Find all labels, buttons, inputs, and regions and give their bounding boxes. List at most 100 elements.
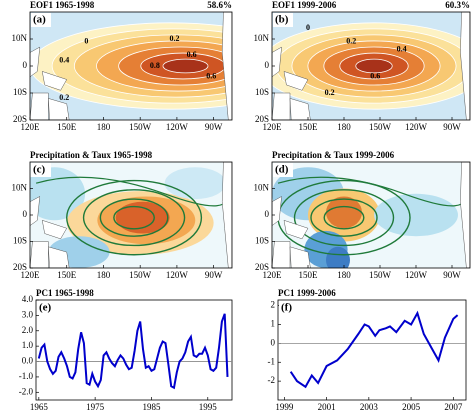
contour-label: 0.6 bbox=[206, 72, 216, 81]
x-tick-label: 1999 bbox=[275, 402, 294, 412]
land bbox=[272, 93, 290, 120]
y-tick-label: 0 bbox=[265, 60, 270, 70]
x-tick-label: 150E bbox=[57, 122, 77, 132]
y-tick-label: 0 bbox=[265, 209, 270, 219]
panel-label: (b) bbox=[275, 14, 289, 26]
panel-label: (d) bbox=[275, 164, 289, 176]
contour-label: 0.6 bbox=[187, 50, 197, 59]
panel-title: Precipitation & Taux 1965-1998 bbox=[30, 150, 153, 160]
x-tick-label: 2005 bbox=[402, 402, 421, 412]
y-tick-label: 4.0 bbox=[22, 294, 34, 304]
y-tick-label: 0 bbox=[23, 209, 28, 219]
x-tick-label: 150E bbox=[299, 122, 319, 132]
field bbox=[260, 12, 474, 120]
contour-label: 0.4 bbox=[397, 45, 407, 54]
y-tick-label: 20S bbox=[255, 114, 269, 124]
y-tick-label: 10N bbox=[254, 183, 270, 193]
contour-label: 0.6 bbox=[370, 72, 380, 81]
x-tick-label: 180 bbox=[97, 122, 111, 132]
y-tick-label: 10S bbox=[255, 87, 269, 97]
panel-title: PC1 1999-2006 bbox=[278, 288, 336, 298]
y-tick-label: 10N bbox=[12, 33, 28, 43]
y-tick-label: 2 bbox=[271, 300, 276, 310]
panel-label: (f) bbox=[281, 302, 292, 314]
contour-label: 0.4 bbox=[59, 55, 69, 64]
x-tick-label: 90W bbox=[443, 270, 461, 280]
field bbox=[272, 162, 470, 273]
y-tick-label: 10N bbox=[12, 183, 28, 193]
contour-label: 0.2 bbox=[325, 88, 335, 97]
y-tick-label: 0 bbox=[271, 337, 276, 347]
x-tick-label: 180 bbox=[337, 270, 351, 280]
y-tick-label: 2.0 bbox=[22, 325, 34, 335]
precip-blob bbox=[326, 196, 362, 228]
x-tick-label: 1985 bbox=[142, 402, 161, 412]
y-tick-label: 20S bbox=[255, 262, 269, 272]
x-tick-label: 150W bbox=[129, 270, 152, 280]
contour-fill bbox=[163, 59, 208, 73]
panel-title: EOF1 1999-2006 bbox=[272, 0, 337, 10]
x-tick-label: 2001 bbox=[318, 402, 336, 412]
pc-line bbox=[39, 314, 228, 388]
y-tick-label: 3.0 bbox=[22, 309, 34, 319]
panel-title: EOF1 1965-1998 bbox=[30, 0, 95, 10]
y-tick-label: 0.0 bbox=[22, 356, 34, 366]
x-tick-label: 120W bbox=[405, 270, 428, 280]
precip-blob bbox=[374, 194, 458, 236]
x-tick-label: 90W bbox=[443, 122, 461, 132]
panel-label: (e) bbox=[39, 302, 52, 314]
line-panel: 1965 1975 1985 1995 4.0 3.0 2.0 1.0 0.0 -1.0 -2.0 P… bbox=[19, 288, 232, 412]
land bbox=[30, 93, 48, 120]
field bbox=[24, 162, 232, 268]
precip-blob bbox=[165, 167, 226, 199]
x-tick-label: 150W bbox=[369, 122, 392, 132]
x-tick-label: 90W bbox=[205, 122, 223, 132]
x-tick-label: 1975 bbox=[86, 402, 105, 412]
y-tick-label: 10S bbox=[255, 236, 269, 246]
x-tick-label: 180 bbox=[97, 270, 111, 280]
x-tick-label: 1965 bbox=[30, 402, 49, 412]
y-tick-label: 0 bbox=[23, 60, 28, 70]
contour-label: 0 bbox=[306, 23, 310, 32]
panel-title: PC1 1965-1998 bbox=[36, 288, 94, 298]
panel-percent: 60.3% bbox=[445, 0, 470, 10]
contour-label: 0.8 bbox=[150, 61, 160, 70]
contour-label: 0.2 bbox=[59, 93, 69, 102]
x-tick-label: 2007 bbox=[444, 402, 463, 412]
field bbox=[30, 12, 312, 120]
contour-label: 0.2 bbox=[346, 37, 356, 46]
pc-line bbox=[291, 313, 458, 387]
x-tick-label: 120W bbox=[166, 122, 189, 132]
y-tick-label: 20S bbox=[13, 114, 27, 124]
y-tick-label: 1 bbox=[271, 319, 276, 329]
x-tick-label: 2003 bbox=[360, 402, 379, 412]
y-tick-label: -1.0 bbox=[19, 371, 34, 381]
land bbox=[272, 242, 290, 269]
panel-title: Precipitation & Taux 1999-2006 bbox=[272, 150, 395, 160]
x-tick-label: 120W bbox=[405, 122, 428, 132]
y-tick-label: -1 bbox=[268, 356, 276, 366]
panel-percent: 58.6% bbox=[207, 0, 232, 10]
x-tick-label: 150W bbox=[369, 270, 392, 280]
y-tick-label: 20S bbox=[13, 262, 27, 272]
y-tick-label: -2.0 bbox=[19, 386, 34, 396]
x-tick-label: 150E bbox=[299, 270, 319, 280]
x-tick-label: 150E bbox=[57, 270, 77, 280]
line-panel: 1999 2001 2003 2005 2007 2 1 0 -1 -2 PC1 1999-2006… bbox=[268, 288, 467, 412]
contour-label: 0 bbox=[84, 37, 88, 46]
x-tick-label: 180 bbox=[337, 122, 351, 132]
contour-label: 0.2 bbox=[169, 34, 179, 43]
panel-label: (c) bbox=[33, 164, 46, 176]
y-tick-label: -2 bbox=[268, 375, 276, 385]
y-tick-label: 10N bbox=[254, 33, 270, 43]
land bbox=[30, 242, 48, 269]
y-tick-label: 10S bbox=[13, 87, 27, 97]
x-tick-label: 120W bbox=[166, 270, 189, 280]
x-tick-label: 1995 bbox=[199, 402, 218, 412]
panel-label: (a) bbox=[33, 14, 46, 26]
y-tick-label: 1.0 bbox=[22, 340, 34, 350]
